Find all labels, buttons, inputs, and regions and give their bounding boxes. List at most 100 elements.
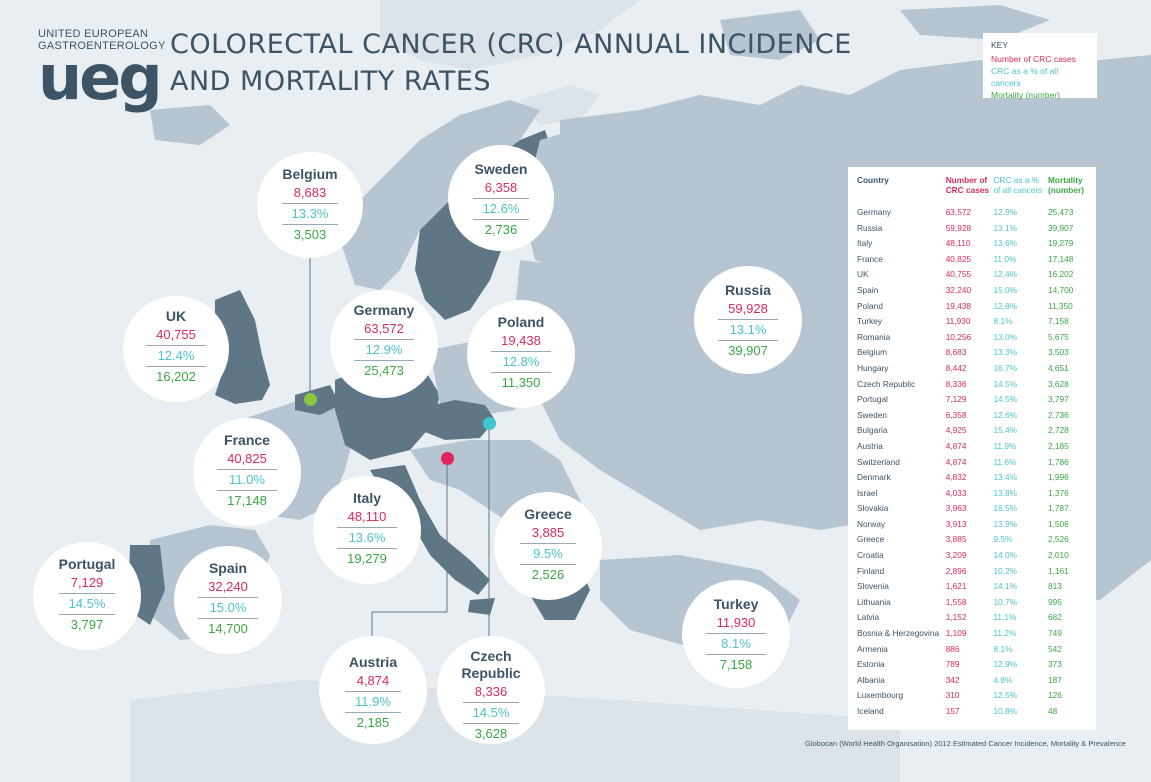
table-row: Hungary 8,442 16.7% 4,651 — [857, 361, 1087, 377]
cell-percent: 13.3% — [993, 347, 1017, 358]
country-name: UK — [165, 308, 187, 324]
country-name: Belgium — [282, 166, 338, 182]
percent-value: 12.6% — [473, 199, 529, 220]
cell-mortality: 542 — [1048, 643, 1062, 654]
cell-mortality: 11,350 — [1048, 300, 1073, 311]
cell-country: Turkey — [857, 316, 883, 327]
mortality-value: 7,158 — [719, 657, 753, 672]
table-row: Poland 19,438 12.8% 11,350 — [857, 299, 1087, 315]
table-row: Switzerland 4,874 11.6% 1,786 — [857, 455, 1087, 471]
cell-mortality: 1,996 — [1048, 472, 1069, 483]
northern-landmass — [380, 0, 640, 70]
cases-value: 11,930 — [706, 613, 766, 634]
country-name: Russia — [725, 282, 771, 298]
table-row: Estonia 789 12.9% 373 — [857, 657, 1087, 673]
country-name: France — [224, 432, 270, 448]
bubble-uk: UK 40,755 12.4% 16,202 — [123, 296, 229, 402]
cell-mortality: 749 — [1048, 628, 1062, 639]
cell-country: UK — [857, 269, 869, 280]
czech-land — [420, 400, 495, 440]
cell-percent: 14.5% — [993, 394, 1017, 405]
mortality-value: 2,526 — [531, 567, 565, 582]
cell-mortality: 126 — [1048, 690, 1062, 701]
table-row: Norway 3,913 13.9% 1,506 — [857, 517, 1087, 533]
bubble-germany: Germany 63,572 12.9% 25,473 — [330, 290, 438, 398]
table-row: Greece 3,885 9.5% 2,526 — [857, 532, 1087, 548]
cell-country: Finland — [857, 565, 885, 576]
cell-percent: 12.4% — [993, 269, 1017, 280]
table-row: Portugal 7,129 14.5% 3,797 — [857, 392, 1087, 408]
cell-country: Armenia — [857, 643, 888, 654]
cases-value: 7,129 — [59, 573, 115, 594]
logo-line-2: GASTROENTEROLOGY — [38, 40, 166, 52]
page-title: COLORECTAL CANCER (CRC) ANNUAL INCIDENCE… — [170, 26, 852, 100]
cell-country: Romania — [857, 331, 891, 342]
cell-mortality: 187 — [1048, 674, 1062, 685]
country-name: Poland — [497, 314, 545, 330]
cell-mortality: 1,161 — [1048, 565, 1069, 576]
header-cases-line-1: Number of — [945, 175, 988, 185]
cell-country: Italy — [857, 238, 873, 249]
cases-value: 8,683 — [282, 183, 338, 204]
cell-percent: 8.1% — [993, 643, 1013, 654]
finland-land — [525, 130, 605, 270]
austria-marker-dot — [441, 452, 454, 465]
cell-mortality: 39,907 — [1048, 222, 1074, 233]
percent-value: 8.1% — [706, 634, 766, 655]
table-header: Country Number of CRC cases CRC as a % o… — [857, 175, 1087, 205]
cell-cases: 3,209 — [945, 550, 967, 561]
cell-mortality: 16,202 — [1048, 269, 1074, 280]
cell-cases: 4,033 — [945, 487, 967, 498]
header-mortality-line-2: (number) — [1048, 185, 1084, 195]
percent-value: 11.9% — [345, 692, 401, 713]
cell-mortality: 1,786 — [1048, 456, 1069, 467]
cell-cases: 48,110 — [945, 238, 971, 249]
cases-value: 48,110 — [337, 507, 397, 528]
cell-percent: 11.1% — [993, 612, 1017, 623]
cell-country: Denmark — [857, 472, 891, 483]
bubble-austria: Austria 4,874 11.9% 2,185 — [319, 636, 427, 744]
bubble-czech-republic: Czech Republic 8,336 14.5% 3,628 — [437, 636, 545, 744]
header-percent-line-1: CRC as a % — [993, 175, 1040, 185]
source-footnote: Globocan (World Health Organisation) 201… — [805, 739, 1126, 748]
table-row: Slovenia 1,621 14.1% 813 — [857, 579, 1087, 595]
ueg-logo: UNITED EUROPEAN GASTROENTEROLOGY ueg — [38, 28, 166, 114]
cell-country: Slovenia — [857, 581, 889, 592]
logo-mark: ueg — [38, 41, 163, 114]
cell-country: Hungary — [857, 362, 889, 373]
country-name: Italy — [352, 490, 381, 506]
cell-mortality: 2,526 — [1048, 534, 1069, 545]
percent-value: 13.1% — [718, 320, 778, 341]
cell-cases: 59,928 — [945, 222, 972, 233]
cell-percent: 10.7% — [993, 596, 1017, 607]
cell-cases: 4,874 — [945, 440, 967, 451]
cell-country: Bulgaria — [857, 425, 888, 436]
percent-value: 12.8% — [491, 352, 551, 373]
percent-value: 15.0% — [198, 598, 258, 619]
cell-country: Greece — [857, 534, 885, 545]
cell-cases: 63,572 — [945, 207, 972, 217]
cell-cases: 3,885 — [945, 534, 967, 545]
cell-mortality: 2,736 — [1048, 409, 1069, 420]
header-cases-line-2: CRC cases — [945, 185, 990, 195]
cell-percent: 10.8% — [993, 706, 1017, 716]
table-body: Germany 63,572 12.9% 25,473 Russia 59,928 13.1… — [857, 205, 1087, 720]
country-name-line-1: Czech — [470, 648, 512, 664]
cell-mortality: 25,473 — [1048, 207, 1074, 217]
cell-cases: 789 — [945, 659, 960, 670]
table-row: Bulgaria 4,925 15.4% 2,728 — [857, 423, 1087, 439]
percent-value: 14.5% — [59, 594, 115, 615]
table-row: Denmark 4,832 13.4% 1,996 — [857, 470, 1087, 486]
bubble-spain: Spain 32,240 15.0% 14,700 — [174, 546, 282, 654]
mortality-value: 16,202 — [156, 369, 196, 384]
mortality-value: 25,473 — [364, 363, 404, 378]
table-row: Belgium 8,683 13.3% 3,503 — [857, 345, 1087, 361]
cases-value: 4,874 — [345, 671, 401, 692]
table-row: France 40,825 11.0% 17,148 — [857, 252, 1087, 268]
cell-mortality: 813 — [1048, 581, 1062, 592]
cell-percent: 10.2% — [993, 565, 1017, 576]
table-row: Spain 32,240 15.0% 14,700 — [857, 283, 1087, 299]
country-name-line-2: Republic — [461, 665, 521, 681]
benelux-land — [295, 385, 340, 415]
cell-country: Poland — [857, 300, 883, 311]
